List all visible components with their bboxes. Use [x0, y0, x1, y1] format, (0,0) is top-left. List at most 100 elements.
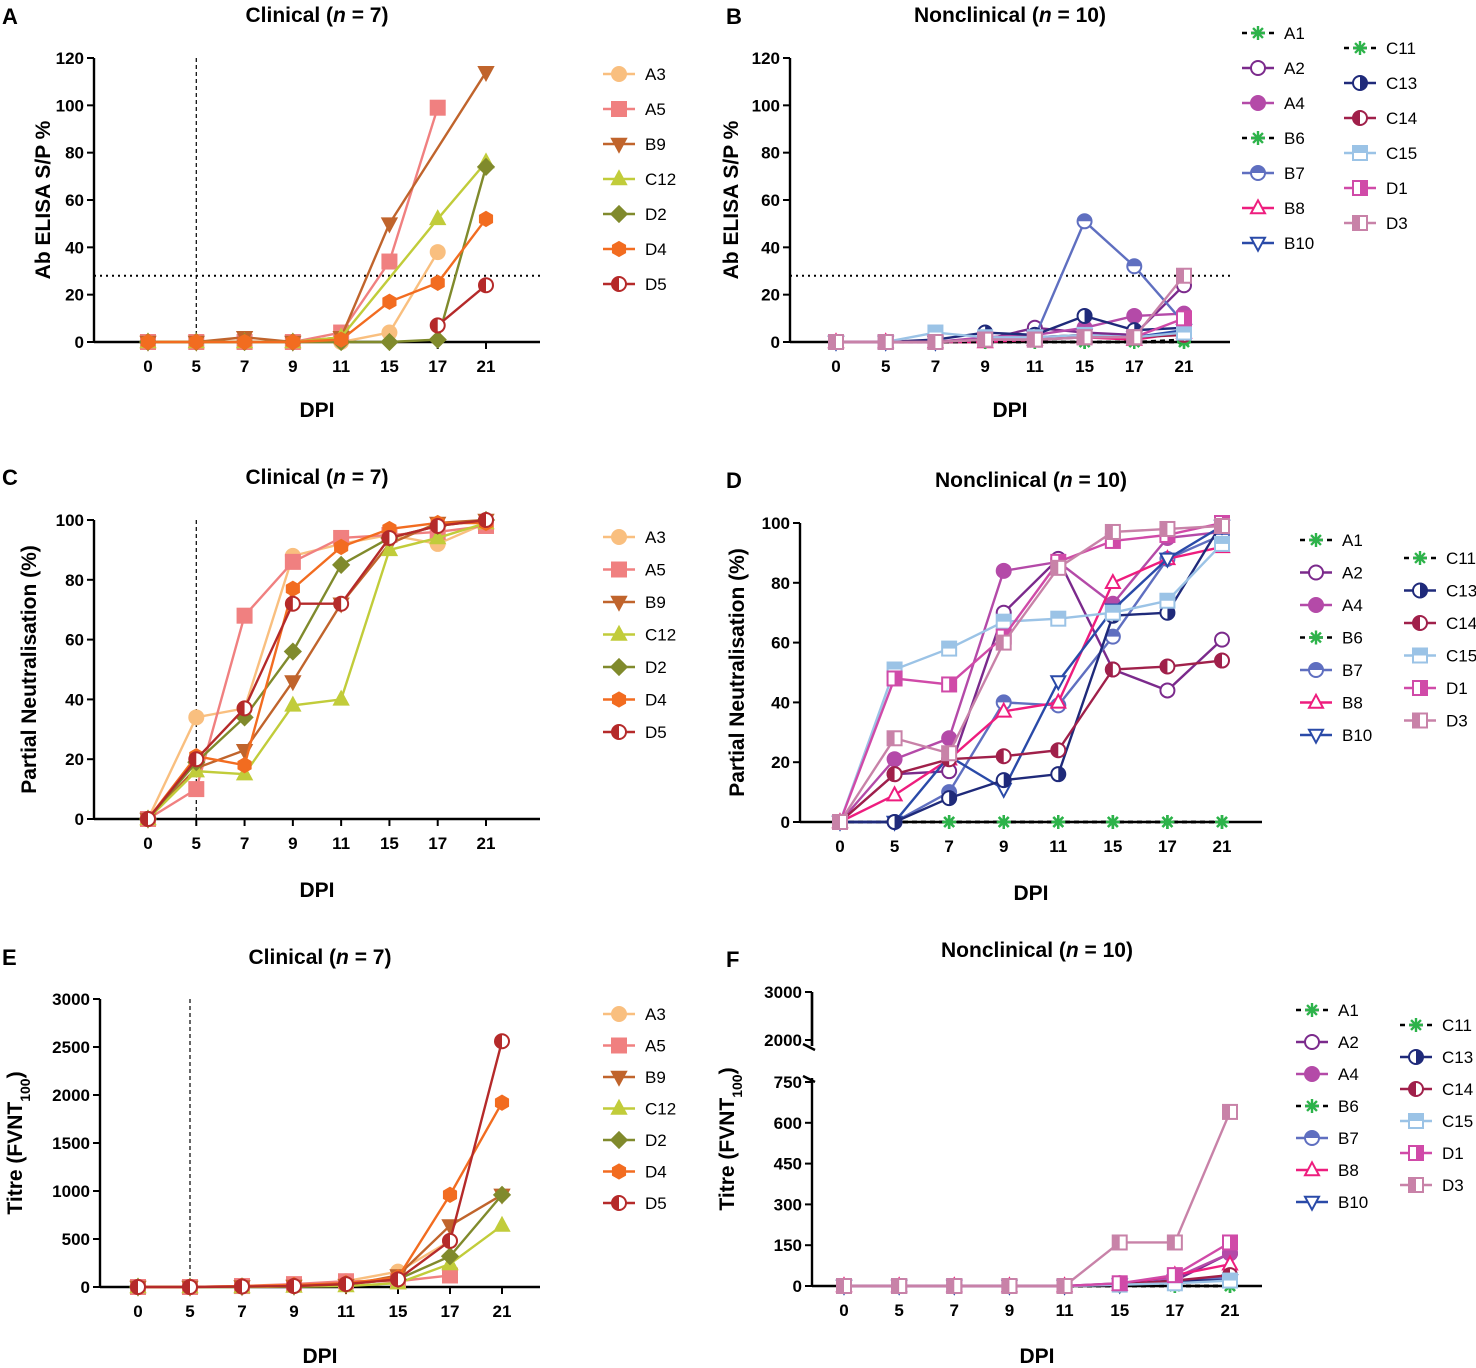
legend-item-d3: D3 — [1400, 1176, 1464, 1195]
data-point — [188, 709, 205, 726]
legend-item-a3: A3 — [603, 528, 666, 547]
series-line — [839, 530, 1223, 823]
data-point — [885, 785, 904, 802]
data-point — [1214, 631, 1230, 648]
series-line — [147, 524, 487, 821]
y-tick-label: 60 — [771, 634, 790, 653]
data-point — [283, 642, 302, 661]
data-point — [1215, 815, 1229, 829]
y-tick-label: 0 — [793, 1277, 802, 1296]
y-tick-label: 100 — [56, 511, 84, 530]
legend-marker — [1412, 712, 1428, 729]
legend-item-b8: B8 — [1242, 198, 1305, 218]
data-point — [1176, 324, 1192, 341]
legend-label: D3 — [1386, 214, 1408, 233]
x-tick-label: 7 — [240, 834, 249, 853]
legend-marker — [1303, 1195, 1321, 1212]
x-tick-label: 9 — [288, 357, 297, 376]
legend-item-b9: B9 — [603, 1068, 666, 1087]
data-point — [1222, 1272, 1238, 1289]
data-point — [189, 333, 204, 351]
legend-item-d4: D4 — [603, 240, 667, 259]
legend-label: A1 — [1338, 1001, 1359, 1020]
data-point — [429, 209, 447, 226]
legend-item-b7: B7 — [1242, 164, 1305, 183]
data-point — [995, 613, 1012, 630]
data-point — [995, 701, 1013, 718]
legend-marker — [611, 561, 627, 578]
data-point — [1176, 310, 1192, 327]
legend-label: D5 — [645, 1194, 667, 1213]
y-tick-label: 750 — [774, 1073, 802, 1092]
x-tick-label: 17 — [1165, 1301, 1184, 1320]
y-axis-label: Partial Neutralisation (%) — [726, 548, 749, 797]
panel-f: F Nonclinical (n = 10)015030045060075020… — [716, 939, 1473, 1368]
y-tick-label: 60 — [65, 191, 84, 210]
legend-marker — [610, 595, 628, 612]
series-a5 — [140, 99, 446, 350]
data-point — [333, 595, 350, 612]
y-tick-label: 60 — [65, 631, 84, 650]
legend-label: C11 — [1446, 549, 1476, 568]
legend-item-c15: C15 — [1400, 1112, 1473, 1131]
y-tick-label: 300 — [774, 1195, 802, 1214]
data-point — [234, 1278, 250, 1295]
series-d4 — [140, 514, 494, 828]
plot-b: Nonclinical (n = 10) 0 20 40 60 80 100 120 0 5 7 9 1… — [720, 4, 1417, 422]
data-point — [1214, 652, 1230, 669]
series-line — [839, 545, 1223, 824]
legend-item-c13: C13 — [1404, 582, 1476, 601]
data-point — [996, 815, 1011, 829]
series-line — [148, 218, 487, 344]
x-tick-label: 0 — [835, 837, 844, 856]
x-tick-label: 17 — [428, 357, 447, 376]
data-point — [236, 607, 253, 624]
data-point — [286, 1278, 302, 1295]
legend-item-b6: B6 — [1242, 129, 1305, 148]
legend-label: C13 — [1446, 582, 1476, 601]
legend-label: B6 — [1342, 629, 1363, 648]
x-tick-label: 0 — [133, 1302, 142, 1321]
data-point — [493, 1215, 511, 1232]
x-tick-label: 5 — [192, 357, 201, 376]
legend-item-c13: C13 — [1344, 74, 1417, 93]
legend-item-c12: C12 — [603, 169, 676, 189]
legend-item-d5: D5 — [603, 723, 667, 742]
data-point — [381, 253, 398, 270]
legend-item-b8: B8 — [1300, 692, 1363, 713]
data-point — [1159, 658, 1176, 675]
data-point — [886, 670, 903, 687]
legend-item-b7: B7 — [1300, 661, 1363, 680]
legend-marker — [1250, 95, 1266, 111]
data-point — [140, 811, 156, 827]
x-tick-label: 9 — [288, 834, 297, 853]
y-tick-label: 100 — [56, 96, 84, 115]
legend-marker — [1304, 1034, 1320, 1050]
legend-marker — [1352, 110, 1368, 126]
legend-marker — [1412, 615, 1428, 631]
data-point — [995, 772, 1012, 789]
legend-label: D5 — [645, 723, 667, 742]
panel-b: B Nonclinical (n = 10) 0 20 40 60 80 100 120 0 5 7… — [720, 4, 1417, 422]
legend-label: A5 — [645, 561, 666, 580]
panel-label-e: E — [2, 945, 17, 970]
chart-title: Nonclinical (n = 10) — [935, 469, 1127, 492]
legend-item-b8: B8 — [1296, 1160, 1359, 1180]
y-axis-label: Partial Neutralisation (%) — [18, 545, 41, 794]
legend-marker — [1308, 597, 1324, 613]
x-tick-label: 11 — [1026, 357, 1044, 376]
x-tick-label: 0 — [839, 1301, 848, 1320]
legend-label: C12 — [645, 626, 676, 645]
y-tick-label: 40 — [65, 238, 84, 257]
panel-d: D Nonclinical (n = 10) 0 20 40 60 80 100 0 5 7 9 11… — [726, 468, 1476, 905]
data-point — [995, 748, 1012, 765]
legend-item-a2: A2 — [1242, 59, 1305, 78]
legend-marker — [611, 1195, 627, 1211]
data-point — [828, 334, 844, 350]
data-point — [1104, 604, 1121, 621]
legend-marker — [1303, 1160, 1321, 1177]
x-tick-label: 11 — [1056, 1301, 1074, 1320]
panel-a: A Clinical (n = 7) 0 20 40 60 80 100 120 0 5 7 9 11 1… — [2, 4, 676, 422]
legend-label: C13 — [1386, 74, 1417, 93]
chart-title: Nonclinical (n = 10) — [914, 4, 1106, 27]
